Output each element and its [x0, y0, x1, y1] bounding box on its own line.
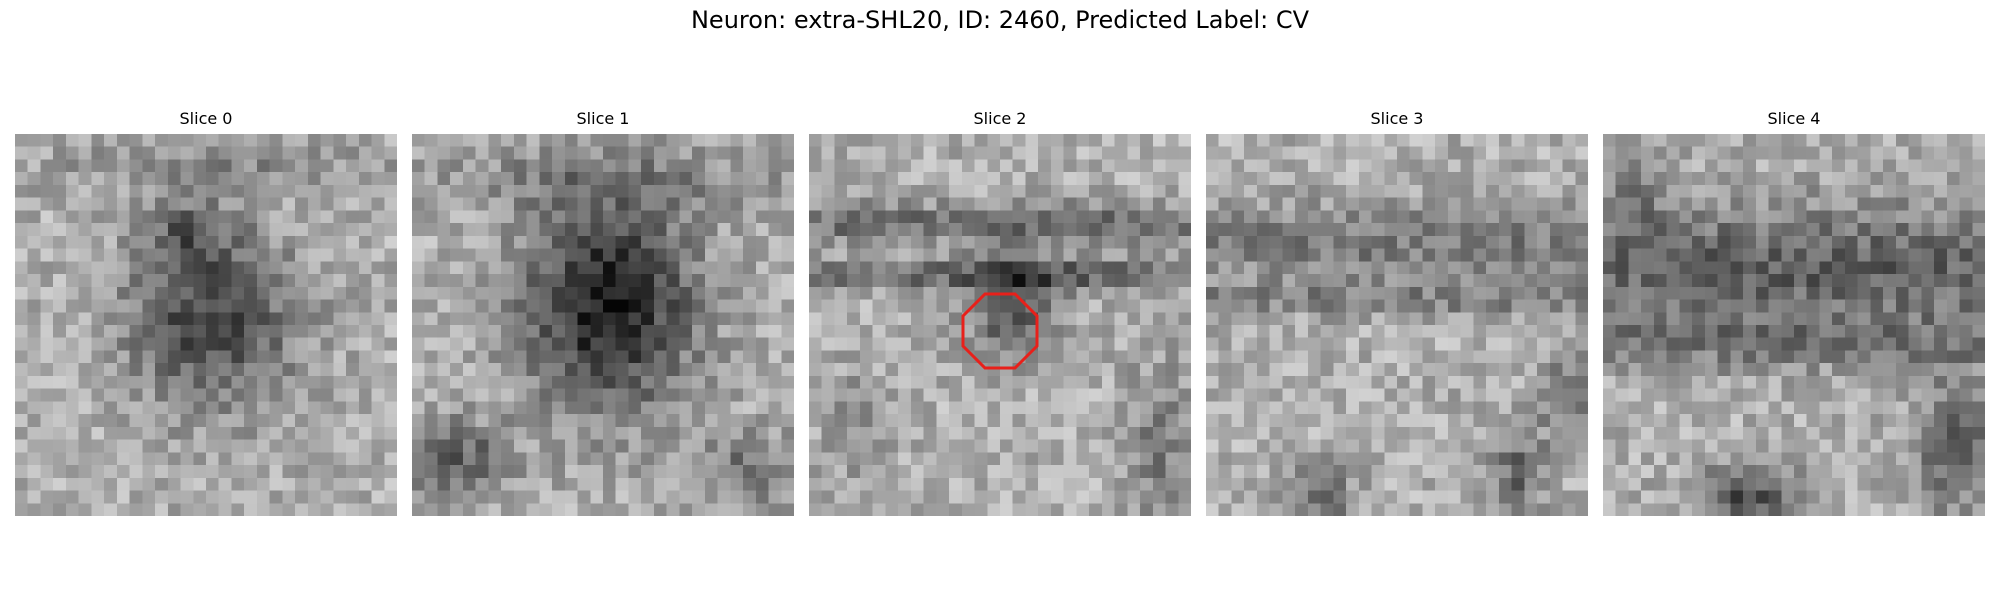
slice-image [412, 134, 794, 516]
slice-panel-0: Slice 0 [15, 108, 397, 516]
grayscale-image [1206, 134, 1588, 516]
figure-title: Neuron: extra-SHL20, ID: 2460, Predicted… [690, 6, 1310, 34]
slice-title: Slice 2 [973, 109, 1027, 128]
slice-panel-4: Slice 4 [1603, 108, 1985, 516]
grayscale-image [412, 134, 794, 516]
slice-image [1603, 134, 1985, 516]
grayscale-image [809, 134, 1191, 516]
slice-title: Slice 0 [179, 109, 233, 128]
grayscale-image [1603, 134, 1985, 516]
slice-panel-1: Slice 1 [412, 108, 794, 516]
slice-panel-2: Slice 2 [809, 108, 1191, 516]
slice-image [1206, 134, 1588, 516]
slice-image [15, 134, 397, 516]
slice-image [809, 134, 1191, 516]
roi-overlay [961, 292, 1039, 370]
slice-panel-3: Slice 3 [1206, 108, 1588, 516]
roi-octagon [961, 292, 1039, 370]
slice-title: Slice 3 [1370, 109, 1424, 128]
slice-title: Slice 1 [576, 109, 630, 128]
slice-title: Slice 4 [1767, 109, 1821, 128]
grayscale-image [15, 134, 397, 516]
